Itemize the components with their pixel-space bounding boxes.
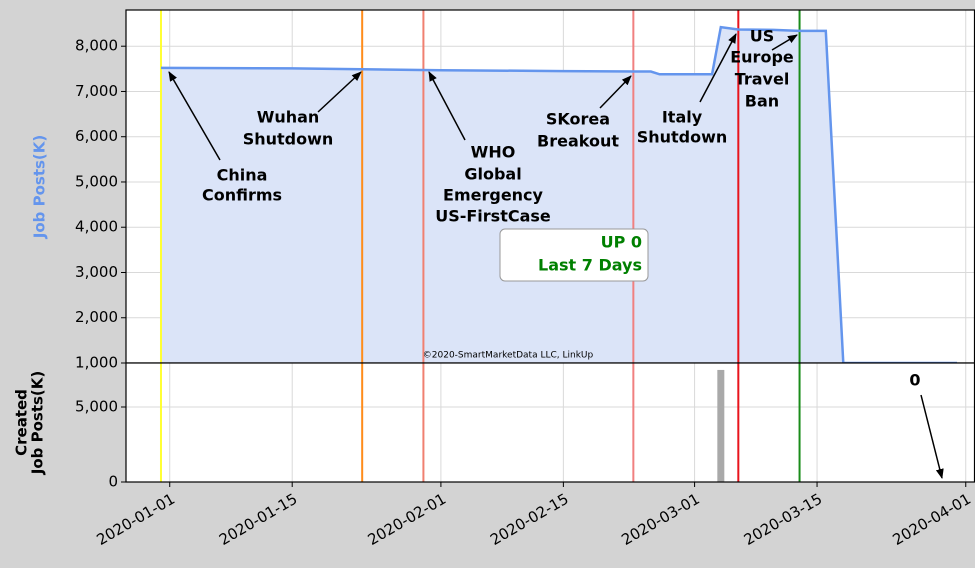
annotation: Shutdown bbox=[243, 130, 334, 149]
y-tick-label: 2,000 bbox=[75, 308, 118, 326]
arrow bbox=[771, 34, 798, 51]
y-tick-label: 0 bbox=[108, 473, 118, 491]
annotation: US bbox=[750, 27, 775, 46]
area-fill bbox=[160, 27, 958, 363]
x-tick-label: 2020-03-01 bbox=[618, 490, 703, 549]
arrow bbox=[317, 71, 362, 113]
annotation: Ban bbox=[745, 92, 779, 111]
y-axis-label: Job Posts(K) bbox=[29, 371, 47, 476]
info-box bbox=[499, 228, 649, 282]
arrow bbox=[599, 75, 632, 109]
x-tick-label: 2020-01-15 bbox=[216, 490, 301, 549]
arrow bbox=[168, 71, 221, 161]
annotation: Breakout bbox=[537, 132, 619, 151]
arrow bbox=[699, 33, 737, 103]
annotation: Italy bbox=[662, 108, 703, 127]
annotation: China bbox=[217, 166, 268, 185]
annotation: Europe bbox=[730, 48, 794, 67]
x-tick-label: 2020-04-01 bbox=[889, 490, 974, 549]
bar bbox=[717, 369, 725, 482]
watermark: ©2020-SmartMarketData LLC, LinkUp bbox=[423, 351, 594, 361]
annotation: Shutdown bbox=[637, 128, 728, 147]
y-tick-label: 5,000 bbox=[75, 397, 118, 415]
y-tick-label: 4,000 bbox=[75, 218, 118, 236]
annotation: Confirms bbox=[202, 186, 282, 205]
arrow bbox=[920, 394, 944, 479]
line bbox=[160, 25, 958, 365]
y-tick-label: 6,000 bbox=[75, 127, 118, 145]
y-tick-label: 8,000 bbox=[75, 37, 118, 55]
y-tick-label: 1,000 bbox=[75, 354, 118, 372]
annotation: Wuhan bbox=[257, 108, 320, 127]
annotation: Global bbox=[464, 165, 521, 184]
y-axis-label: Job Posts(K) bbox=[31, 135, 49, 240]
annotation: 0 bbox=[909, 371, 920, 390]
plot-area bbox=[126, 363, 975, 482]
y-tick-label: 7,000 bbox=[75, 82, 118, 100]
annotation: Emergency bbox=[443, 186, 544, 205]
x-tick-label: 2020-03-15 bbox=[741, 490, 826, 549]
arrow bbox=[428, 71, 466, 141]
annotation: SKorea bbox=[546, 110, 610, 129]
annotation: Travel bbox=[735, 70, 790, 89]
y-axis-label: Created bbox=[13, 389, 31, 456]
x-tick-label: 2020-02-01 bbox=[365, 490, 450, 549]
x-tick-label: 2020-01-01 bbox=[93, 490, 178, 549]
annotation: US-FirstCase bbox=[435, 207, 551, 226]
info-box-text: UP 0 bbox=[601, 233, 642, 252]
y-tick-label: 5,000 bbox=[75, 172, 118, 190]
annotation: WHO bbox=[471, 143, 516, 162]
info-box-text: Last 7 Days bbox=[538, 256, 642, 275]
x-tick-label: 2020-02-15 bbox=[487, 490, 572, 549]
y-tick-label: 3,000 bbox=[75, 263, 118, 281]
